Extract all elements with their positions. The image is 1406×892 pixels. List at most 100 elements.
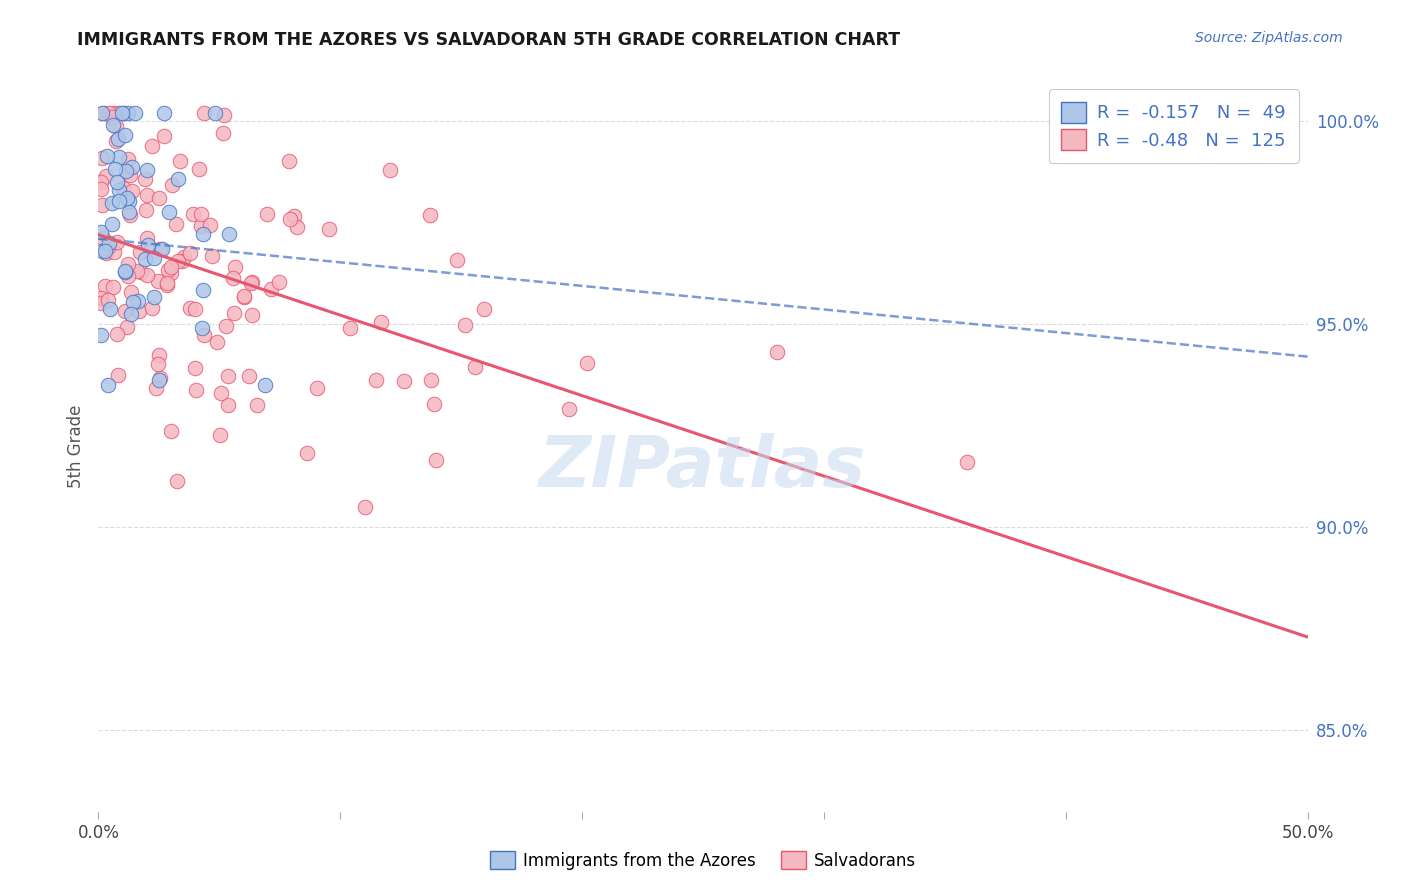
Point: [224, 260, 246, 274]
Point: [141, 139, 163, 153]
Point: [167, 253, 190, 268]
Point: [269, 275, 291, 289]
Point: [105, 134, 128, 148]
Point: [394, 374, 416, 388]
Point: [93, 244, 115, 259]
Point: [118, 168, 141, 182]
Point: [97, 236, 120, 251]
Point: [117, 204, 139, 219]
Point: [112, 105, 135, 120]
Point: [222, 271, 245, 285]
Point: [766, 344, 789, 359]
Point: [125, 263, 148, 277]
Point: [107, 194, 129, 208]
Point: [150, 242, 173, 256]
Point: [103, 245, 125, 260]
Point: [190, 219, 212, 233]
Point: [354, 500, 377, 515]
Point: [173, 250, 195, 264]
Point: [278, 211, 301, 226]
Point: [90, 296, 112, 310]
Point: [117, 257, 139, 271]
Point: [90, 328, 112, 343]
Point: [295, 445, 318, 459]
Point: [94, 246, 117, 260]
Point: [90, 182, 112, 196]
Point: [129, 265, 152, 279]
Point: [134, 171, 156, 186]
Point: [142, 251, 165, 265]
Point: [148, 347, 170, 361]
Point: [187, 162, 209, 177]
Point: [205, 335, 228, 350]
Point: [114, 265, 136, 279]
Point: [166, 475, 188, 489]
Point: [233, 289, 256, 303]
Point: [160, 424, 183, 438]
Point: [146, 274, 169, 288]
Point: [117, 152, 139, 166]
Point: [170, 254, 193, 268]
Point: [115, 164, 138, 178]
Point: [145, 381, 167, 395]
Point: [149, 370, 172, 384]
Point: [217, 368, 239, 383]
Point: [114, 128, 136, 143]
Point: [141, 301, 163, 315]
Point: [156, 263, 179, 277]
Point: [453, 318, 475, 332]
Point: [464, 360, 486, 375]
Point: [419, 208, 441, 222]
Point: [135, 163, 157, 178]
Point: [201, 249, 224, 263]
Point: [98, 105, 121, 120]
Point: [91, 151, 114, 165]
Point: [156, 276, 179, 290]
Point: [240, 276, 263, 290]
Point: [224, 306, 246, 320]
Point: [98, 302, 121, 317]
Point: [446, 252, 468, 267]
Point: [135, 230, 157, 244]
Point: [420, 373, 443, 387]
Point: [96, 169, 118, 184]
Point: [423, 397, 446, 411]
Point: [240, 308, 263, 322]
Point: [425, 452, 447, 467]
Point: [378, 162, 401, 177]
Point: [253, 378, 276, 392]
Point: [104, 162, 127, 177]
Point: [233, 290, 256, 304]
Point: [120, 307, 142, 321]
Point: [107, 368, 129, 382]
Point: [101, 110, 124, 124]
Point: [101, 195, 124, 210]
Point: [115, 191, 138, 205]
Point: [105, 235, 128, 249]
Point: [956, 455, 979, 469]
Point: [204, 105, 226, 120]
Point: [277, 153, 299, 168]
Point: [90, 105, 112, 120]
Point: [117, 269, 139, 284]
Point: [575, 356, 598, 370]
Point: [238, 369, 260, 384]
Point: [214, 318, 236, 333]
Point: [160, 260, 183, 274]
Point: [117, 319, 139, 334]
Point: [98, 239, 121, 253]
Point: [156, 277, 179, 292]
Point: [211, 386, 233, 401]
Point: [90, 291, 112, 305]
Point: [110, 105, 132, 120]
Point: [169, 154, 191, 169]
Point: [114, 304, 136, 318]
Point: [118, 194, 141, 209]
Point: [103, 105, 125, 120]
Point: [96, 149, 118, 163]
Point: [107, 132, 129, 146]
Point: [135, 268, 157, 282]
Point: [318, 222, 340, 236]
Point: [184, 360, 207, 375]
Point: [217, 398, 239, 412]
